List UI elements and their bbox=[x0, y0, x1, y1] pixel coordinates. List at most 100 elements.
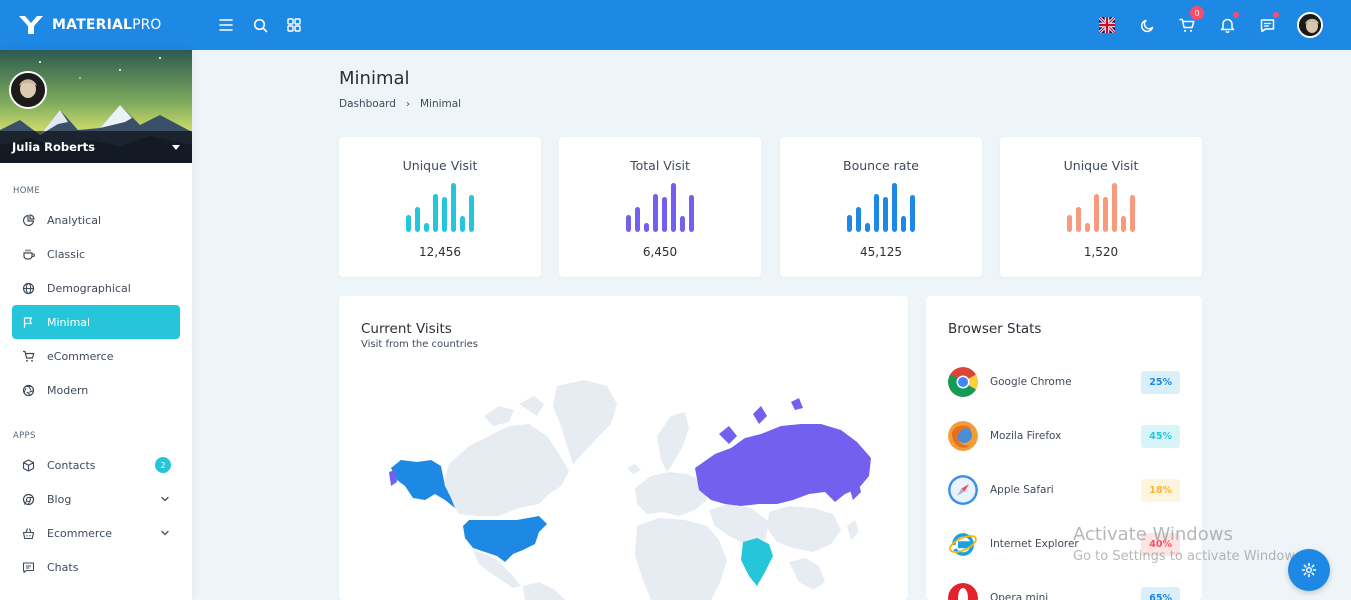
map-region-southeast-asia bbox=[789, 558, 825, 590]
sidebar-item-classic[interactable]: Classic bbox=[12, 237, 180, 271]
map-region-japan bbox=[847, 520, 859, 540]
topbar: MATERIAL PRO 0 bbox=[0, 0, 1351, 50]
message-icon bbox=[1260, 18, 1274, 32]
sparkline-bar bbox=[874, 194, 879, 232]
browser-stats-card: Browser Stats Google Chrome 25% Mozila F… bbox=[926, 296, 1202, 600]
browser-row-ie: Internet Explorer 40% bbox=[948, 528, 1180, 560]
sparkline-bar bbox=[406, 215, 411, 232]
browser-name: Mozila Firefox bbox=[990, 430, 1062, 442]
sparkline-bar bbox=[1130, 195, 1135, 232]
cart-icon bbox=[1179, 18, 1195, 32]
stat-value: 45,125 bbox=[860, 245, 902, 259]
sparkline-bar bbox=[442, 197, 447, 232]
sidebar-item-label: Analytical bbox=[47, 213, 102, 227]
sparkline-bar bbox=[1112, 183, 1117, 232]
moon-icon[interactable] bbox=[1137, 15, 1157, 35]
stat-value: 12,456 bbox=[419, 245, 461, 259]
settings-button[interactable] bbox=[1288, 549, 1330, 591]
map-region-africa bbox=[635, 518, 727, 600]
sparkline-bar bbox=[671, 183, 676, 232]
browser-name: Opera mini bbox=[990, 592, 1049, 600]
sparkline-bar bbox=[1067, 215, 1072, 232]
brand[interactable]: MATERIAL PRO bbox=[0, 14, 192, 36]
cup-icon bbox=[21, 247, 35, 261]
sidebar-item-modern[interactable]: Modern bbox=[12, 373, 180, 407]
browser-row-opera: Opera mini 65% bbox=[948, 582, 1180, 600]
sparkline-bar bbox=[644, 223, 649, 232]
world-map[interactable] bbox=[389, 376, 874, 600]
profile-avatar[interactable] bbox=[9, 71, 47, 109]
current-visits-card: Current Visits Visit from the countries bbox=[339, 296, 908, 600]
percent-badge: 25% bbox=[1141, 370, 1180, 394]
profile-panel: Julia Roberts bbox=[0, 50, 192, 163]
flag-icon bbox=[21, 315, 35, 329]
browser-row-firefox: Mozila Firefox 45% bbox=[948, 420, 1180, 452]
logo-icon bbox=[19, 16, 43, 34]
sparkline-bar bbox=[1085, 223, 1090, 232]
chrome-icon bbox=[21, 492, 35, 506]
box-icon bbox=[21, 458, 35, 472]
sparkline-bar bbox=[847, 215, 852, 232]
stat-label: Total Visit bbox=[630, 158, 690, 173]
search-icon[interactable] bbox=[250, 15, 270, 35]
pie-chart-icon bbox=[21, 213, 35, 227]
browser-row-chrome: Google Chrome 25% bbox=[948, 366, 1180, 398]
map-region-south-america bbox=[523, 582, 565, 600]
sidebar-item-label: Contacts bbox=[47, 458, 96, 472]
cart-button[interactable]: 0 bbox=[1177, 6, 1204, 35]
sparkline-bar bbox=[635, 207, 640, 232]
sidebar-item-label: Demographical bbox=[47, 281, 131, 295]
map-region-greenland bbox=[553, 380, 617, 464]
map-region-russia bbox=[695, 424, 871, 506]
sparkline-bar bbox=[680, 216, 685, 232]
sidebar-item-minimal[interactable]: Minimal bbox=[12, 305, 180, 339]
grid-icon[interactable] bbox=[284, 15, 304, 35]
stat-card-unique-visit: Unique Visit 12,456 bbox=[339, 137, 541, 277]
sparkline-bars bbox=[847, 182, 915, 232]
opera-icon bbox=[948, 583, 978, 600]
sparkline-bar bbox=[892, 183, 897, 232]
sidebar-item-contacts[interactable]: Contacts 2 bbox=[12, 448, 180, 482]
menu-icon[interactable] bbox=[216, 15, 236, 35]
sparkline-bar bbox=[856, 207, 861, 232]
map-region-mexico bbox=[473, 550, 521, 588]
sparkline-bar bbox=[865, 223, 870, 232]
notifications-button[interactable] bbox=[1217, 12, 1239, 35]
sparkline-bar bbox=[653, 194, 658, 232]
sidebar-item-ecommerce-app[interactable]: Ecommerce bbox=[12, 516, 180, 550]
caret-down-icon[interactable] bbox=[172, 144, 180, 150]
globe-icon bbox=[21, 281, 35, 295]
map-region-canada bbox=[444, 424, 569, 516]
sidebar-item-ecommerce[interactable]: eCommerce bbox=[12, 339, 180, 373]
sidebar-item-label: Minimal bbox=[47, 315, 91, 329]
sparkline-bar bbox=[469, 195, 474, 232]
sidebar-item-analytical[interactable]: Analytical bbox=[12, 203, 180, 237]
breadcrumb: Dashboard › Minimal bbox=[339, 98, 461, 110]
sidebar-item-label: Chats bbox=[47, 560, 79, 574]
chevron-right-icon: › bbox=[405, 98, 410, 110]
sparkline-bar bbox=[460, 216, 465, 232]
sidebar-item-demographical[interactable]: Demographical bbox=[12, 271, 180, 305]
sidebar-item-label: Ecommerce bbox=[47, 526, 113, 540]
sparkline-bar bbox=[883, 197, 888, 232]
breadcrumb-dashboard-link[interactable]: Dashboard bbox=[339, 98, 396, 110]
sidebar-item-blog[interactable]: Blog bbox=[12, 482, 180, 516]
chat-icon bbox=[21, 560, 35, 574]
sidebar-item-chats[interactable]: Chats bbox=[12, 550, 180, 584]
contacts-count-badge: 2 bbox=[155, 457, 171, 473]
uk-flag-icon[interactable] bbox=[1097, 15, 1117, 35]
bell-icon bbox=[1220, 18, 1234, 33]
sparkline-bar bbox=[1121, 216, 1126, 232]
user-avatar[interactable] bbox=[1297, 12, 1323, 38]
chevron-down-icon bbox=[161, 530, 169, 536]
profile-bar[interactable]: Julia Roberts bbox=[0, 131, 192, 163]
messages-button[interactable] bbox=[1257, 12, 1279, 35]
sparkline-bar bbox=[1103, 197, 1108, 232]
breadcrumb-current: Minimal bbox=[419, 98, 462, 110]
stat-label: Unique Visit bbox=[402, 158, 478, 173]
stat-value: 6,450 bbox=[642, 245, 678, 259]
sidebar-item-label: Classic bbox=[47, 247, 86, 261]
stat-label: Unique Visit bbox=[1063, 158, 1139, 173]
stat-value: 1,520 bbox=[1083, 245, 1119, 259]
map-region-kamchatka bbox=[847, 476, 861, 500]
